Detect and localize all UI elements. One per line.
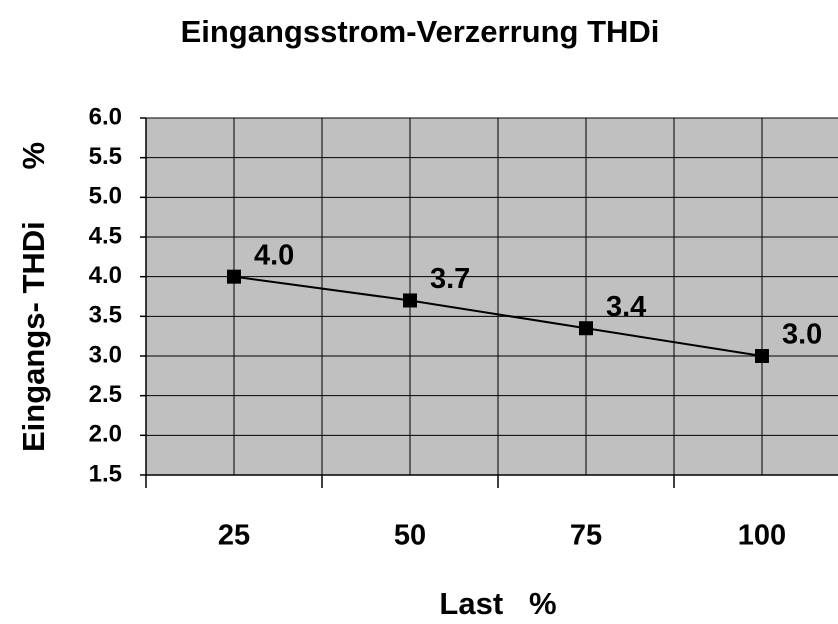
data-label: 3.0 xyxy=(782,319,822,351)
y-tick-label: 2.5 xyxy=(89,381,122,408)
data-label: 3.4 xyxy=(606,291,646,323)
y-tick-label: 3.5 xyxy=(89,302,122,329)
y-tick-label: 2.0 xyxy=(89,421,122,448)
x-tick-label: 100 xyxy=(738,520,786,552)
x-tick-label: 50 xyxy=(394,520,426,552)
data-point xyxy=(227,269,241,284)
y-axis-title: Eingangs- THDi % xyxy=(16,142,51,452)
x-axis-title: Last % xyxy=(439,586,556,621)
y-tick-label: 5.0 xyxy=(89,183,122,210)
x-tick-label: 25 xyxy=(218,520,250,552)
y-tick-label: 5.5 xyxy=(89,143,122,170)
x-tick-label: 75 xyxy=(570,520,602,552)
data-point xyxy=(403,293,417,308)
series-line xyxy=(233,275,763,357)
y-tick-label: 1.5 xyxy=(89,460,122,487)
data-point xyxy=(579,321,593,336)
data-label: 3.7 xyxy=(430,263,470,295)
y-tick-label: 6.0 xyxy=(89,103,122,130)
data-point xyxy=(755,349,769,363)
y-tick-label: 3.0 xyxy=(89,341,122,368)
y-tick-label: 4.0 xyxy=(89,262,122,289)
data-label: 4.0 xyxy=(254,239,294,271)
plot-area xyxy=(146,118,838,475)
chart-title: Eingangsstrom-Verzerrung THDi xyxy=(181,14,660,49)
y-tick-label: 4.5 xyxy=(89,222,122,249)
